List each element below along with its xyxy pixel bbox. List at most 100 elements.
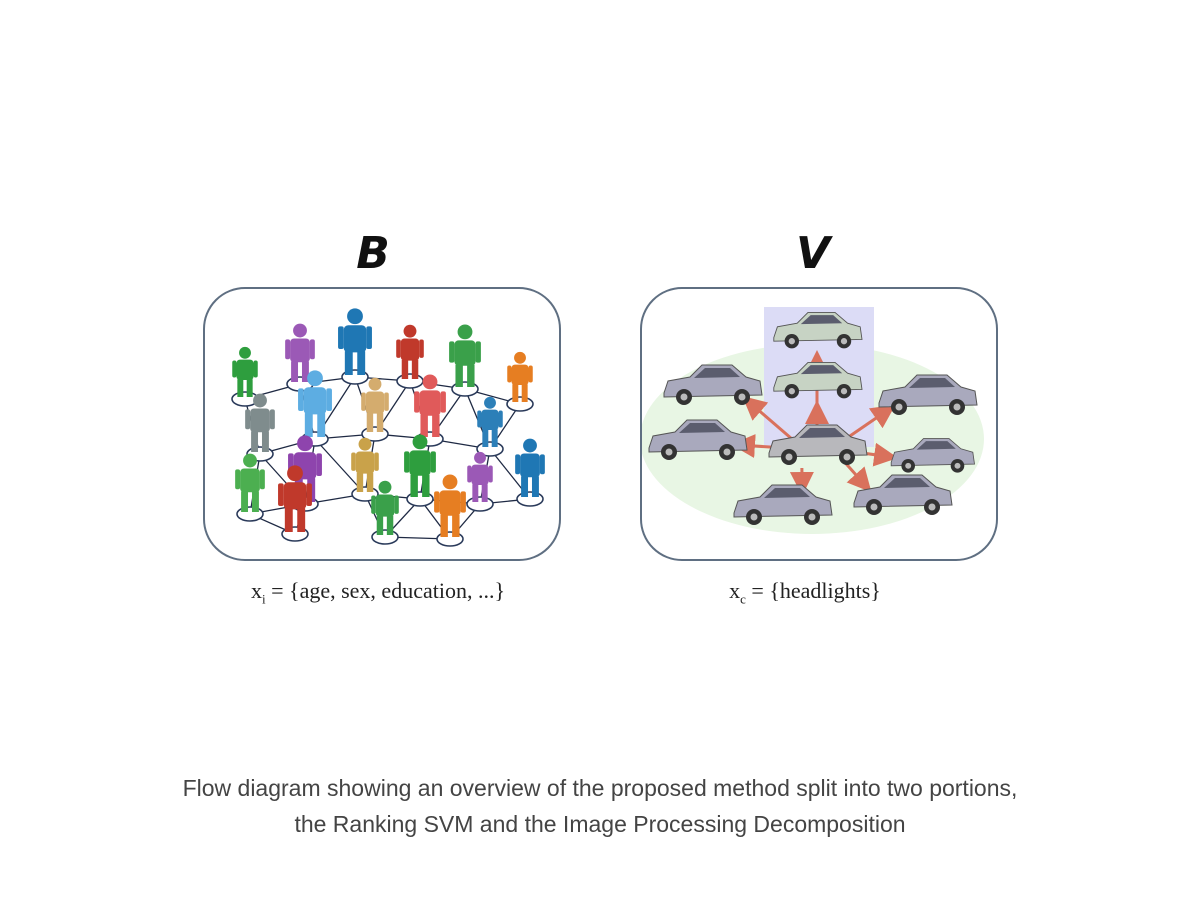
person-leg-icon: [420, 414, 428, 437]
formula-variable: x: [250, 578, 262, 603]
person-leg-icon: [512, 384, 519, 402]
car-body: [773, 311, 863, 342]
person-head-icon: [514, 351, 526, 364]
person-arm-icon: [253, 360, 258, 378]
car-hubcap: [840, 338, 848, 345]
formula-variable: x: [729, 578, 741, 603]
person-body-icon: [303, 387, 327, 415]
car-hubcap: [905, 462, 912, 469]
person-leg-icon: [376, 412, 384, 432]
car-window: [694, 368, 740, 378]
vehicle-relation-illustration: [642, 307, 984, 534]
person-leg-icon: [467, 364, 475, 387]
people-figures: [231, 308, 545, 547]
car-hubcap: [870, 503, 878, 511]
person-leg-icon: [432, 414, 440, 437]
person-body-icon: [439, 490, 461, 516]
person-head-icon: [422, 374, 438, 390]
car-hubcap: [680, 393, 688, 401]
person-head-icon: [442, 474, 458, 490]
person-arm-icon: [309, 339, 315, 360]
person-figure: [466, 451, 494, 512]
person-body-icon: [283, 482, 307, 510]
car-icon: [773, 361, 863, 399]
person-leg-icon: [491, 429, 498, 447]
person-figure: [476, 396, 504, 457]
person-body-icon: [471, 464, 489, 485]
person-head-icon: [523, 438, 537, 453]
person-arm-icon: [278, 483, 284, 507]
person-leg-icon: [482, 429, 489, 447]
car-body: [648, 419, 748, 453]
person-leg-icon: [472, 484, 479, 502]
person-leg-icon: [366, 412, 374, 432]
person-head-icon: [378, 480, 392, 494]
formula-definition: = {age, sex, education, ...}: [265, 578, 506, 603]
formula-subscript: i: [261, 591, 266, 607]
car-body: [773, 361, 863, 392]
person-leg-icon: [246, 379, 253, 397]
person-arm-icon: [419, 339, 424, 358]
network-link: [314, 438, 366, 495]
person-arm-icon: [298, 388, 304, 412]
person-figure: [278, 465, 312, 542]
person-head-icon: [287, 465, 303, 482]
person-figure: [361, 377, 389, 442]
person-leg-icon: [455, 364, 463, 387]
car-window: [800, 315, 843, 325]
person-body-icon: [375, 494, 395, 517]
person-head-icon: [347, 308, 363, 325]
person-arm-icon: [371, 495, 376, 514]
person-head-icon: [457, 324, 473, 340]
person-leg-icon: [251, 491, 259, 512]
car-icon: [773, 311, 863, 349]
car-hubcap: [738, 393, 746, 401]
person-figure: [404, 434, 436, 507]
car-hubcap: [788, 388, 795, 395]
car-window: [800, 365, 843, 375]
person-arm-icon: [449, 341, 455, 363]
person-arm-icon: [245, 409, 251, 430]
people-feature-formula: xi = {age, sex, education, ...}: [251, 578, 505, 607]
person-head-icon: [243, 453, 257, 468]
people-network-panel: [203, 287, 561, 561]
person-arm-icon: [477, 410, 482, 428]
person-arm-icon: [467, 465, 472, 483]
person-figure: [396, 324, 424, 389]
caption-line-2: the Ranking SVM and the Image Processing…: [294, 811, 906, 837]
person-leg-icon: [376, 515, 384, 535]
person-arm-icon: [235, 469, 241, 490]
car-window: [679, 423, 725, 433]
car-window: [909, 378, 955, 388]
person-body-icon: [419, 390, 441, 416]
person-arm-icon: [338, 326, 344, 350]
person-head-icon: [297, 435, 313, 452]
car-hubcap: [785, 453, 793, 461]
person-body-icon: [400, 338, 420, 361]
relation-arrow: [742, 395, 792, 440]
person-arm-icon: [366, 326, 372, 350]
person-leg-icon: [411, 359, 419, 379]
person-body-icon: [355, 451, 375, 474]
car-body: [768, 424, 868, 458]
person-arm-icon: [394, 495, 399, 514]
network-node: [466, 496, 494, 512]
person-figure: [231, 346, 259, 407]
person-head-icon: [358, 437, 372, 451]
person-body-icon: [365, 391, 385, 414]
car-body: [663, 364, 763, 398]
person-arm-icon: [414, 391, 420, 413]
person-body-icon: [481, 409, 499, 430]
car-icon: [853, 474, 953, 515]
person-body-icon: [409, 450, 431, 476]
person-leg-icon: [317, 413, 326, 437]
person-leg-icon: [241, 491, 249, 512]
car-window: [916, 441, 956, 450]
car-hubcap: [750, 513, 758, 521]
network-node: [371, 529, 399, 545]
person-arm-icon: [498, 410, 503, 428]
person-arm-icon: [539, 454, 545, 475]
car-icon: [663, 364, 763, 405]
person-leg-icon: [291, 361, 299, 382]
panel-letter-v: V: [795, 228, 831, 279]
